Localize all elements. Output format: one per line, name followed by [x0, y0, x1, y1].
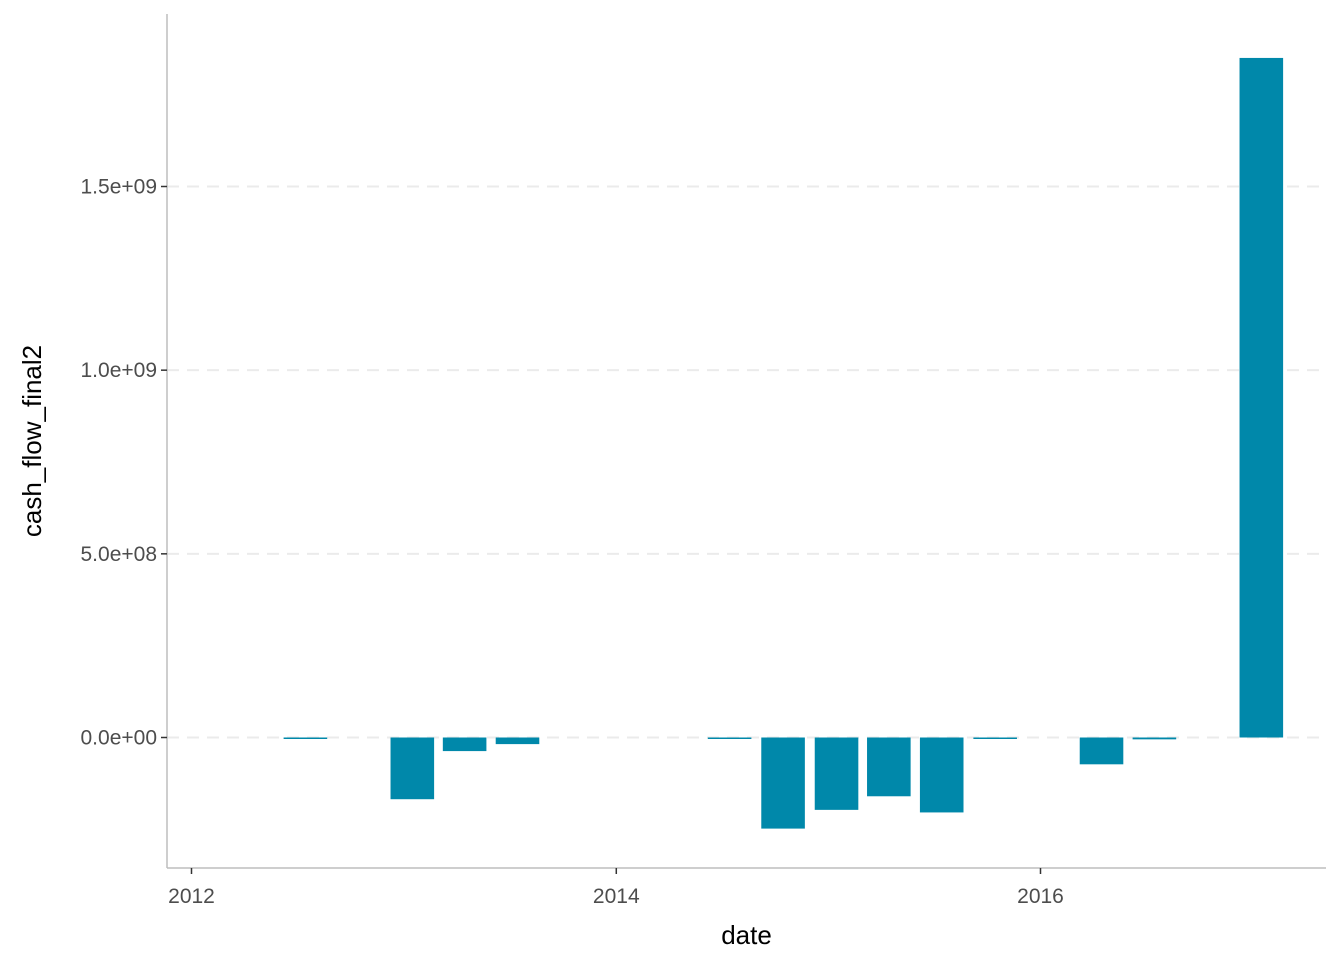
bar	[1079, 737, 1124, 765]
x-tick-label: 2016	[1017, 885, 1064, 908]
x-axis-title: date	[721, 920, 772, 950]
bar	[283, 737, 328, 739]
y-tick-label: 1.0e+09	[81, 359, 158, 382]
bar	[707, 737, 752, 739]
bar	[495, 737, 540, 745]
bar	[442, 737, 487, 752]
y-axis-title: cash_flow_final2	[17, 345, 47, 537]
bar	[1239, 57, 1284, 738]
y-tick-label: 0.0e+00	[81, 727, 158, 750]
y-tick-label: 1.5e+09	[81, 176, 158, 199]
bars	[283, 57, 1284, 829]
y-axis-ticks: 0.0e+00 5.0e+08 1.0e+09 1.5e+09	[81, 176, 167, 750]
y-tick-label: 5.0e+08	[81, 543, 158, 566]
x-axis-ticks: 2012 2014 2016	[168, 868, 1064, 908]
bar	[1132, 737, 1177, 740]
x-tick-label: 2012	[168, 885, 215, 908]
bar	[761, 737, 805, 829]
bar	[390, 737, 435, 800]
bar	[814, 737, 859, 810]
x-tick-label: 2014	[593, 885, 640, 908]
bar	[973, 737, 1017, 739]
bar	[867, 737, 911, 797]
bar	[919, 737, 964, 813]
gridlines	[167, 185, 1326, 739]
